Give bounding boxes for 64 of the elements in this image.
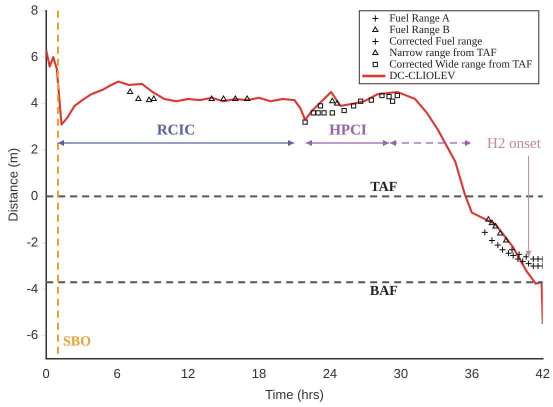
x-tick-label: 12 bbox=[180, 366, 196, 382]
point bbox=[150, 95, 157, 101]
annotation: HPCI bbox=[329, 122, 367, 138]
point bbox=[135, 95, 142, 101]
point bbox=[488, 220, 496, 226]
y-tick-label: -2 bbox=[26, 234, 38, 250]
point bbox=[220, 95, 227, 101]
ref-line-label: SBO bbox=[62, 334, 92, 350]
legend-label: Narrow range from TAF bbox=[389, 46, 497, 59]
y-tick-label: 6 bbox=[30, 48, 38, 64]
legend-label: Fuel Range A bbox=[389, 12, 450, 24]
y-tick-label: -6 bbox=[26, 327, 38, 342]
point bbox=[244, 95, 250, 101]
point bbox=[334, 100, 340, 106]
point bbox=[516, 250, 523, 258]
x-tick-label: 6 bbox=[113, 366, 121, 382]
legend-label: Corrected Wide range from TAF bbox=[389, 58, 532, 70]
ref-line-label: BAF bbox=[370, 284, 398, 299]
point bbox=[522, 253, 530, 260]
point bbox=[318, 103, 324, 109]
point bbox=[302, 120, 308, 125]
point bbox=[146, 96, 152, 102]
point bbox=[321, 110, 327, 116]
y-tick-label: -4 bbox=[26, 280, 38, 296]
x-tick-label: 36 bbox=[464, 366, 480, 382]
x-tick-label: 42 bbox=[536, 366, 550, 382]
point bbox=[508, 246, 516, 254]
y-tick-label: 8 bbox=[30, 2, 38, 18]
point bbox=[330, 110, 335, 116]
point bbox=[310, 110, 316, 116]
point bbox=[329, 98, 336, 104]
x-tick-label: 0 bbox=[42, 366, 50, 382]
y-axis-title: Distance (m) bbox=[5, 148, 20, 222]
point bbox=[394, 92, 400, 98]
point bbox=[485, 216, 492, 222]
x-axis-title: Time (hrs) bbox=[265, 386, 324, 402]
x-tick-label: 30 bbox=[394, 366, 408, 382]
point bbox=[390, 98, 396, 104]
point bbox=[481, 228, 488, 236]
x-tick-label: 24 bbox=[322, 366, 338, 382]
point bbox=[492, 223, 499, 229]
y-tick-label: 2 bbox=[30, 142, 38, 157]
point bbox=[368, 98, 374, 103]
y-tick-label: 4 bbox=[30, 95, 38, 110]
point bbox=[379, 92, 385, 98]
point bbox=[127, 88, 134, 94]
y-tick-label: 0 bbox=[30, 188, 38, 203]
point bbox=[497, 230, 504, 236]
point bbox=[350, 103, 356, 109]
x-tick-label: 18 bbox=[252, 366, 266, 382]
legend-label: Corrected Fuel range bbox=[389, 35, 482, 48]
legend-label: Fuel Range B bbox=[389, 24, 450, 36]
point bbox=[503, 236, 510, 242]
point bbox=[315, 110, 321, 116]
point bbox=[386, 94, 392, 100]
point bbox=[342, 108, 347, 114]
point bbox=[488, 236, 496, 244]
legend-label: DC-CLIOLEV bbox=[389, 70, 456, 82]
ref-line-label: TAF bbox=[370, 180, 398, 196]
annotation: RCIC bbox=[156, 122, 196, 138]
point bbox=[358, 98, 364, 104]
annotation: H2 onset bbox=[487, 136, 542, 152]
point bbox=[208, 95, 215, 101]
point bbox=[232, 95, 238, 101]
